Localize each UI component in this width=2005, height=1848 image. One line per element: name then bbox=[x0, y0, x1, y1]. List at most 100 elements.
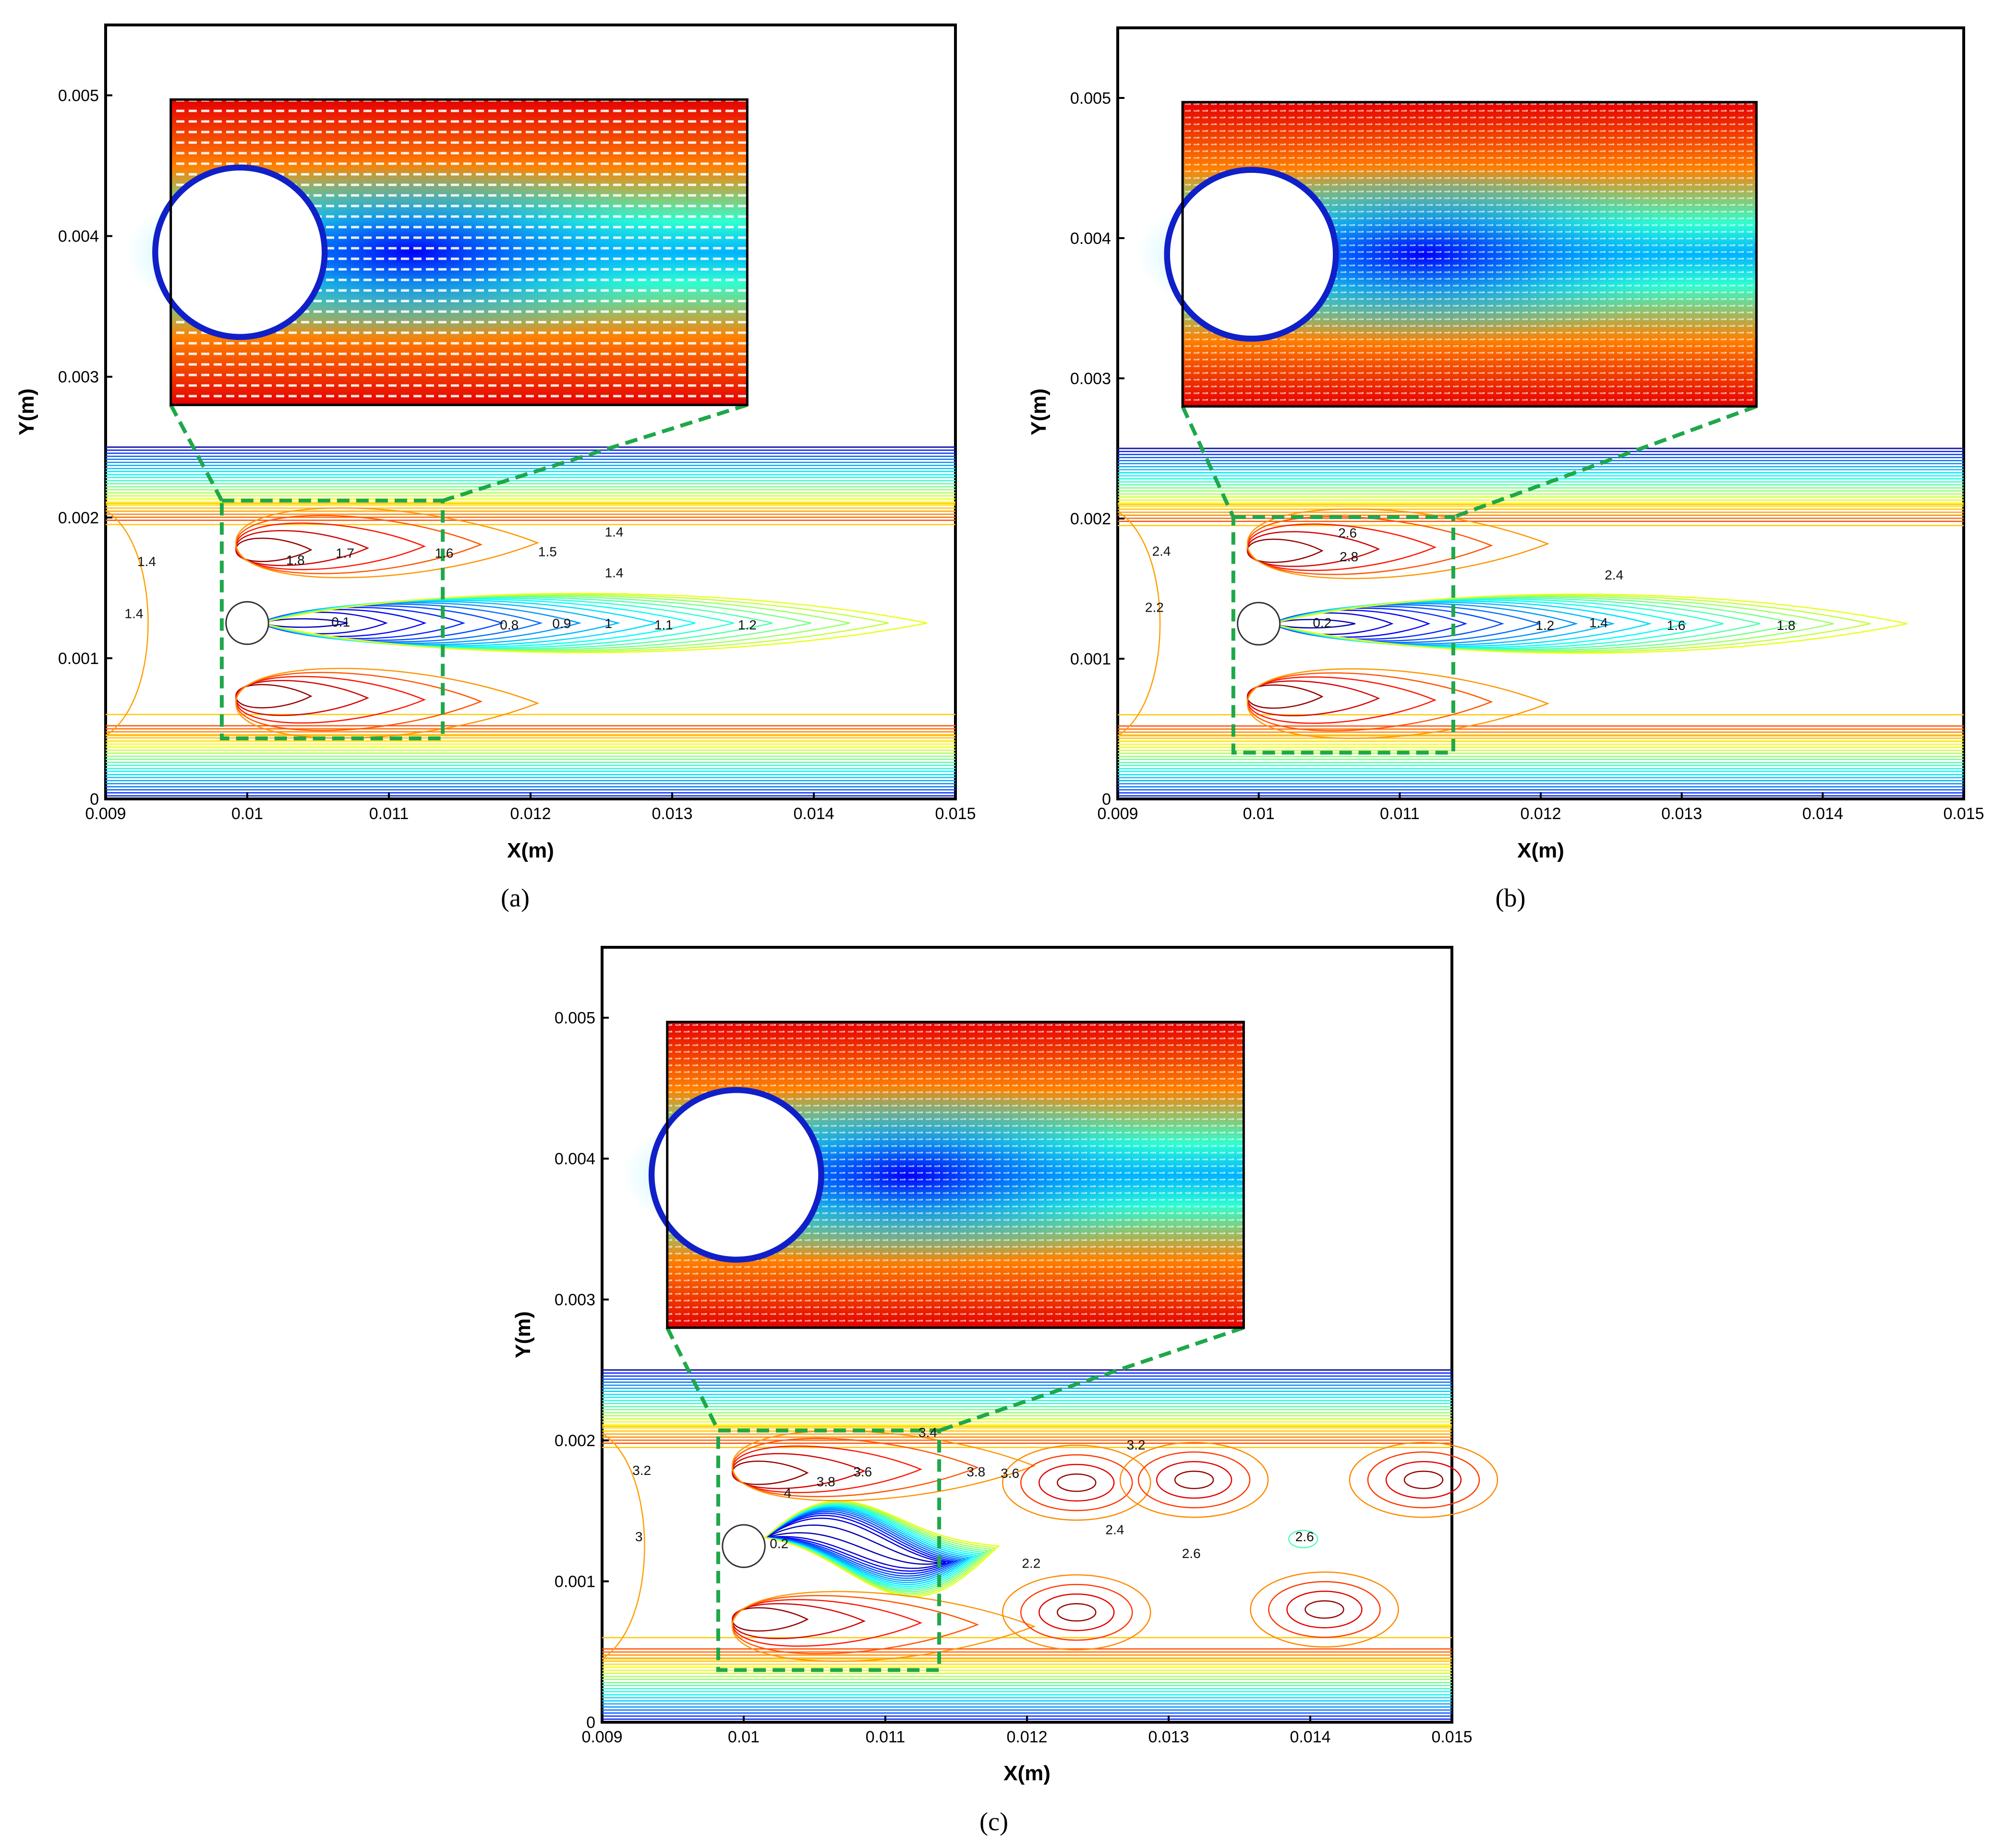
zoom-rectangle bbox=[1231, 515, 1455, 755]
x-axis-label: X(m) bbox=[507, 839, 554, 862]
y-tick-label: 0.002 bbox=[58, 509, 99, 527]
vortex-contour bbox=[1039, 1463, 1115, 1502]
x-tick-label: 0.013 bbox=[1661, 805, 1702, 823]
contour-label: 1.8 bbox=[1777, 618, 1796, 633]
y-tick-label: 0.002 bbox=[555, 1432, 595, 1450]
wake-contour bbox=[764, 1524, 942, 1565]
zoom-rectangle bbox=[219, 498, 445, 740]
contour-label: 2.6 bbox=[1338, 526, 1357, 541]
lobe-contour bbox=[235, 680, 369, 716]
y-tick-label: 0.001 bbox=[555, 1573, 595, 1591]
vortex-contour bbox=[1349, 1442, 1498, 1518]
cylinder bbox=[1237, 602, 1281, 646]
lobe-contour bbox=[1246, 676, 1437, 724]
wake-contour bbox=[763, 1507, 970, 1583]
lobe-contour bbox=[235, 667, 540, 739]
lobe-contour bbox=[732, 1445, 923, 1493]
lobe-contour bbox=[235, 515, 483, 574]
wake-contour bbox=[763, 1506, 974, 1585]
x-tick-label: 0.009 bbox=[85, 805, 126, 823]
zoom-connector bbox=[1452, 404, 1757, 519]
wake-contour bbox=[763, 1505, 978, 1587]
wake-contour bbox=[763, 1512, 955, 1574]
y-tick-label: 0 bbox=[1102, 790, 1111, 809]
y-tick-label: 0.003 bbox=[58, 368, 99, 387]
inset-cylinder bbox=[1168, 171, 1335, 338]
vortex-contour bbox=[1039, 1593, 1115, 1631]
inset-vector-field bbox=[1136, 101, 1758, 408]
x-tick-label: 0.011 bbox=[866, 1728, 906, 1746]
inset-cylinder bbox=[653, 1091, 820, 1258]
x-tick-label: 0.011 bbox=[369, 805, 409, 823]
lobe-contour bbox=[1246, 516, 1493, 575]
wake-contour bbox=[763, 1502, 989, 1593]
x-tick-label: 0.009 bbox=[581, 1728, 622, 1746]
y-tick-label: 0.004 bbox=[555, 1150, 595, 1168]
contour-label: 3.2 bbox=[632, 1463, 651, 1478]
y-tick-label: 0.004 bbox=[1070, 229, 1111, 248]
lobe-contour bbox=[1246, 668, 1550, 739]
upstream-contour bbox=[105, 510, 149, 737]
contour-label: 0.8 bbox=[500, 617, 519, 632]
cylinder bbox=[225, 601, 269, 645]
contour-label: 1.2 bbox=[738, 617, 757, 632]
inset-cylinder-edge bbox=[152, 164, 328, 340]
lobe-contour bbox=[235, 672, 483, 731]
vortex-contour bbox=[1250, 1571, 1399, 1648]
x-axis-label: X(m) bbox=[1517, 839, 1564, 862]
lobe-contour bbox=[732, 1591, 1036, 1662]
lobe-contour bbox=[1246, 531, 1380, 567]
contour-label: 2.4 bbox=[1105, 1522, 1124, 1537]
panel-a: 1.4 1.4 1.8 1.7 1.6 1.4 1.5 1.4 0.1 0.8 0.9 1 1.1 1.2… bbox=[15, 24, 976, 912]
y-ticks: 0 0.001 0.002 0.003 0.004 0.005 bbox=[1070, 89, 1124, 809]
vortex-contour bbox=[1057, 1473, 1097, 1492]
contour-label: 3.6 bbox=[853, 1464, 872, 1479]
y-tick-label: 0.005 bbox=[1070, 89, 1111, 108]
x-ticks: 0.009 0.01 0.011 0.012 0.013 0.014 0.015 bbox=[85, 792, 976, 823]
vortex-contour bbox=[1268, 1581, 1381, 1638]
y-tick-label: 0.003 bbox=[1070, 370, 1111, 388]
x-tick-label: 0.015 bbox=[1943, 805, 1984, 823]
wake-contour bbox=[1269, 605, 1505, 642]
lobe-contour bbox=[732, 1453, 866, 1489]
inset-frame bbox=[666, 1021, 1245, 1329]
panel-caption: (c) bbox=[979, 1807, 1008, 1836]
zoom-box bbox=[169, 403, 748, 740]
inset-cylinder-edge bbox=[1164, 167, 1339, 342]
vortex-contour bbox=[1002, 1574, 1151, 1651]
x-tick-label: 0.01 bbox=[1243, 805, 1275, 823]
x-tick-label: 0.014 bbox=[793, 805, 834, 823]
wake-contour bbox=[763, 1509, 963, 1579]
lobe-contour bbox=[235, 530, 369, 566]
contour-label: 1.1 bbox=[654, 617, 673, 632]
panel-caption: (b) bbox=[1496, 883, 1526, 912]
vortex-contour bbox=[1403, 1471, 1444, 1489]
cylinder bbox=[722, 1524, 766, 1568]
y-tick-label: 0.004 bbox=[58, 228, 99, 246]
vortex-contour bbox=[1119, 1442, 1269, 1518]
x-tick-label: 0.01 bbox=[728, 1728, 760, 1746]
wake-contour bbox=[764, 1517, 946, 1569]
wake-contour bbox=[258, 602, 582, 644]
wake-contour bbox=[763, 1508, 966, 1581]
lobe-contour bbox=[235, 537, 313, 562]
x-tick-label: 0.015 bbox=[935, 805, 976, 823]
vortex-contour bbox=[1137, 1451, 1251, 1509]
wake-contour bbox=[763, 1504, 981, 1589]
x-tick-label: 0.012 bbox=[1006, 1728, 1047, 1746]
zoom-connector bbox=[938, 1326, 1244, 1433]
zoom-connector bbox=[1181, 405, 1235, 518]
vortex-contour bbox=[1174, 1471, 1214, 1489]
contour-label: 1.4 bbox=[137, 554, 156, 569]
lobe-contour bbox=[235, 522, 426, 570]
contour-label: 1.5 bbox=[538, 544, 557, 559]
lobe-contour bbox=[732, 1599, 923, 1647]
cylinder-body bbox=[722, 1524, 766, 1568]
lobe-contour bbox=[732, 1595, 979, 1655]
x-ticks: 0.009 0.01 0.011 0.012 0.013 0.014 0.015 bbox=[581, 1715, 1473, 1746]
wake-contour bbox=[1271, 593, 1908, 654]
inset-frame bbox=[169, 98, 749, 406]
x-tick-label: 0.012 bbox=[1520, 805, 1561, 823]
contour-label: 1 bbox=[604, 616, 612, 631]
